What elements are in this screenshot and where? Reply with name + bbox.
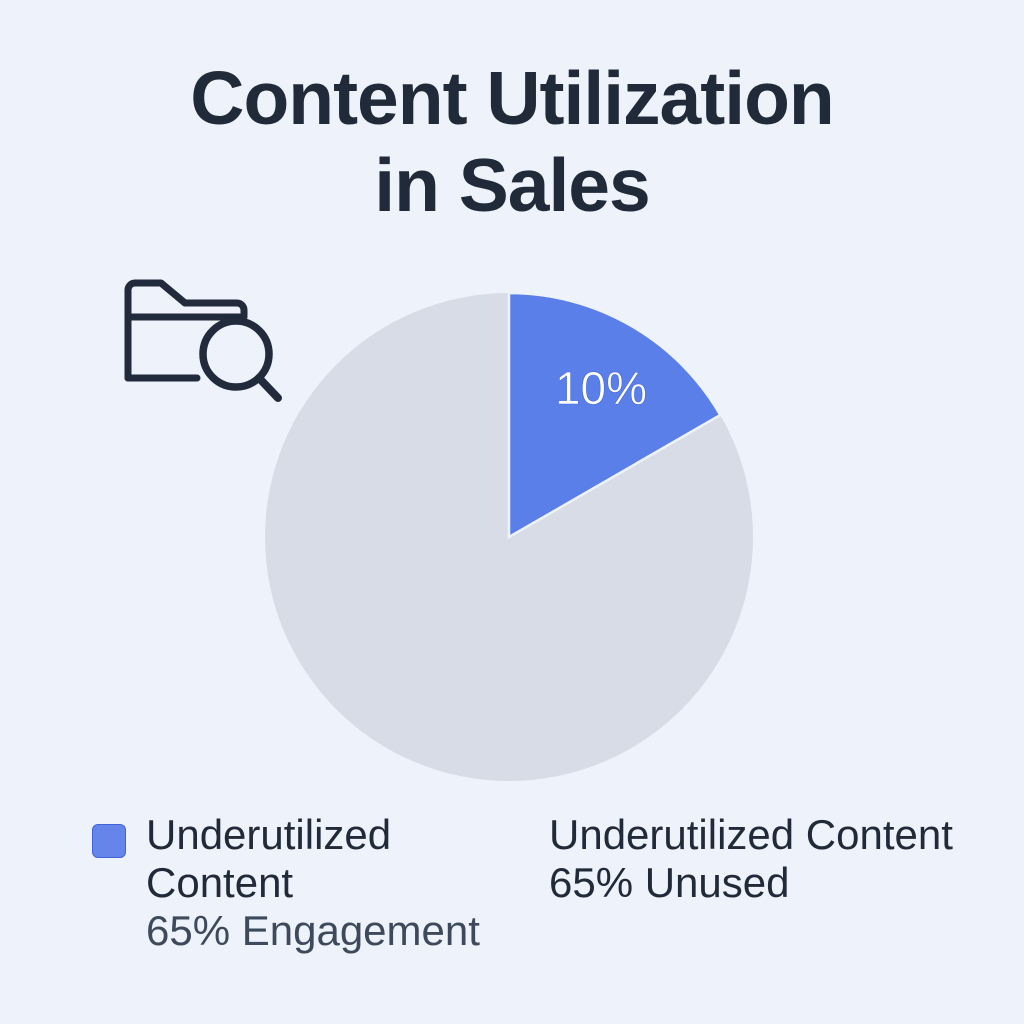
svg-text:10%: 10% xyxy=(555,362,647,414)
